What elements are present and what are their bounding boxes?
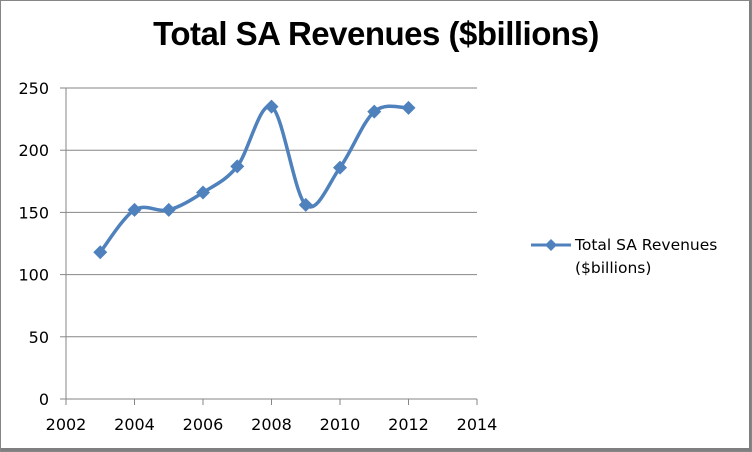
legend-label-line1: Total SA Revenues [575,236,718,254]
x-tick-label: 2004 [114,415,155,434]
data-point-marker [93,245,108,260]
data-point-marker [161,202,176,217]
legend-label-line2: ($billions) [575,259,652,277]
y-tick-label: 50 [29,328,49,347]
frame-border [1,448,751,451]
data-point-marker [230,159,245,174]
legend-label: Total SA Revenues ($billions) [575,234,751,280]
series-group [93,99,416,260]
data-point-marker [367,104,382,119]
legend-swatch-icon [531,239,571,251]
series-line [98,104,409,254]
data-point-marker [264,99,279,114]
x-tick-label: 2014 [457,415,498,434]
x-tick-label: 2012 [388,415,429,434]
chart-title: Total SA Revenues ($billions) [153,15,599,52]
gridlines [66,87,477,338]
y-tick-label: 100 [18,266,49,285]
x-tick-label: 2006 [183,415,224,434]
x-tick-label: 2002 [46,415,87,434]
data-point-marker [127,202,142,217]
y-tick-label: 200 [18,141,49,160]
data-point-marker [401,100,416,115]
y-tick-label: 0 [39,390,49,409]
data-point-marker [298,197,313,212]
y-tick-label: 150 [18,203,49,222]
x-tick-labels: 2002 2004 2006 2008 2010 2012 2014 [46,415,498,434]
y-tick-label: 250 [18,79,49,98]
x-tick-label: 2010 [320,415,361,434]
x-tick-label: 2008 [251,415,292,434]
data-point-marker [196,185,210,200]
y-tick-labels: 0 50 100 150 200 250 [18,79,49,409]
data-point-marker [333,160,347,175]
axes [60,87,478,405]
